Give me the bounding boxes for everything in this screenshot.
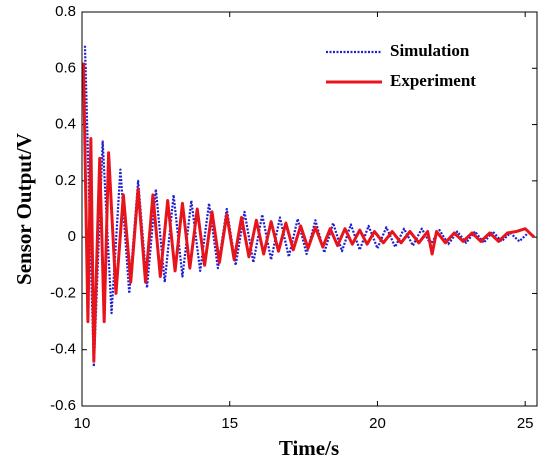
plot-frame	[81, 11, 538, 407]
y-tick-label: 0.4	[55, 116, 76, 133]
series-line	[83, 45, 529, 368]
y-axis-label: Sensor Output/V	[12, 133, 36, 285]
y-tick-label: -0.6	[50, 397, 76, 414]
x-axis-label: Time/s	[279, 436, 339, 460]
series-line	[82, 62, 536, 363]
y-tick-label: -0.2	[50, 284, 76, 301]
y-tick-label: 0.6	[55, 59, 76, 76]
x-tick-label: 10	[74, 415, 91, 432]
y-tick-label: 0.2	[55, 172, 76, 189]
x-tick-label: 15	[221, 415, 238, 432]
y-tick-label: -0.4	[50, 341, 76, 358]
legend-label: Experiment	[390, 71, 476, 90]
y-tick-label: 0	[68, 228, 76, 245]
y-tick-label: 0.8	[55, 3, 76, 20]
x-tick-label: 25	[517, 415, 534, 432]
x-tick-label: 20	[369, 415, 386, 432]
legend-label: Simulation	[390, 41, 470, 60]
